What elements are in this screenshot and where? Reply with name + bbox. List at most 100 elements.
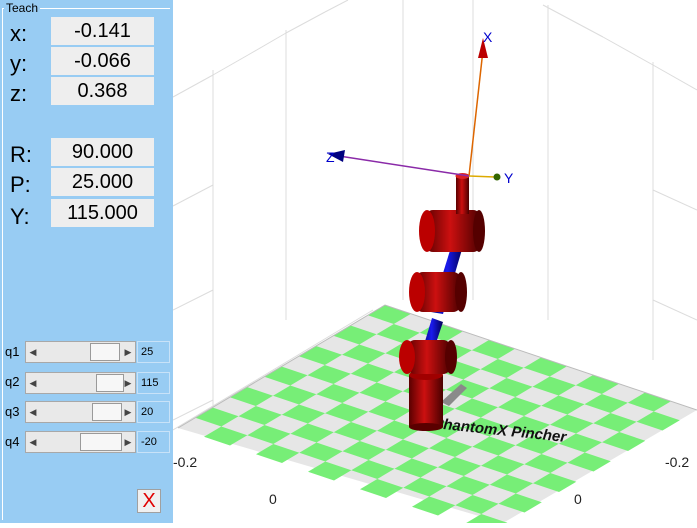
q2-value[interactable]: 115 [137,372,170,394]
floor-tile [281,404,325,424]
floor-tile [376,324,420,343]
q3-slider-thumb[interactable] [92,403,122,421]
x-label: x: [10,21,28,46]
robot-arm[interactable] [399,173,485,431]
close-button[interactable]: X [137,489,161,513]
y-label: y: [10,51,28,76]
floor-tile [602,432,646,451]
z-value: 0.368 [51,77,154,105]
floor-tile [523,357,567,377]
floor-tile [403,477,447,497]
q4-value[interactable]: -20 [137,431,170,453]
slider-left-arrow-icon[interactable]: ◀ [29,378,37,388]
q2-label: q2 [5,374,20,389]
frame-label-y: Y [504,170,514,186]
tick-left-b: 0 [269,491,277,507]
floor-tile [333,422,377,441]
q1-value[interactable]: 25 [137,341,170,363]
floor-tile [446,476,490,495]
x-arrow-icon [478,38,488,58]
q1-slider[interactable]: ◀ ▶ [25,341,136,363]
floor-tile [290,423,334,443]
floor-tile [480,359,524,378]
roll-value: 90.000 [51,138,154,166]
floor-tile [229,387,273,406]
q1-slider-thumb[interactable] [90,343,120,361]
q4-label: q4 [5,434,20,449]
floor-tile [368,401,412,421]
base-link [409,375,443,427]
teach-group-frame [2,8,170,520]
floor-tile [636,411,680,431]
teach-panel: Teach x: -0.141 y: -0.066 z: 0.368 R: 90… [0,0,173,523]
slider-right-arrow-icon[interactable]: ▶ [124,437,132,447]
y-value: -0.066 [51,47,154,75]
floor-tile [627,392,671,412]
joint-2 [409,272,467,312]
floor-tile [264,366,308,386]
floor-tile [367,305,411,324]
joint-1 [399,340,457,374]
floor-tile [498,397,542,416]
floor-tile [481,455,525,475]
x-value: -0.141 [51,17,154,45]
floor-tile [385,439,429,459]
slider-right-arrow-icon[interactable]: ▶ [124,378,132,388]
z-arrow-icon [328,150,345,162]
floor-tile [558,433,602,453]
floor-tile [437,457,481,476]
floor-tile [455,495,499,514]
yaw-label: Y: [10,204,30,229]
floor-tile [308,461,352,481]
floor-tile [498,493,542,513]
floor-tile [532,376,576,396]
floor-tile [575,375,619,394]
floor-tile [472,436,516,456]
floor-tile [524,454,568,473]
q2-slider[interactable]: ◀ ▶ [25,372,136,394]
floor-tile [471,340,515,359]
y-arrow-icon [493,173,501,181]
floor-tile [350,363,394,383]
floor-tile [238,406,282,425]
floor-tile [204,426,248,446]
q1-label: q1 [5,344,20,359]
floor-tile [273,385,317,405]
q4-slider-thumb[interactable] [80,433,122,451]
yaw-value: 115.000 [51,199,154,227]
axes-grid [172,0,697,431]
floor-tile [515,435,559,454]
pitch-label: P: [10,172,31,197]
joint-3 [419,210,485,252]
floor-tile [412,496,456,516]
end-effector [455,173,470,214]
floor-tile [463,417,507,437]
floor-tile [359,382,403,402]
floor-tile [454,398,498,418]
floor-tile [567,452,611,472]
floor-tile [533,473,577,492]
q3-slider[interactable]: ◀ ▶ [25,401,136,423]
floor-tile [298,346,342,365]
tick-right-b: 0 [574,491,582,507]
q3-value[interactable]: 20 [137,401,170,423]
slider-left-arrow-icon[interactable]: ◀ [29,407,37,417]
q3-label: q3 [5,404,20,419]
floor-tile [593,413,637,432]
q2-slider-thumb[interactable] [96,374,124,392]
floor-tile [325,403,369,422]
floor-tile [429,438,473,457]
floor-tile [394,458,438,478]
floor-tile [342,344,386,364]
frame-label-z: Z [326,149,335,165]
slider-right-arrow-icon[interactable]: ▶ [124,407,132,417]
slider-left-arrow-icon[interactable]: ◀ [29,437,37,447]
slider-right-arrow-icon[interactable]: ▶ [124,347,132,357]
floor-tile [489,474,533,494]
robot-3d-canvas[interactable]: -0.2 0 -0.2 0 PhantomX Pincher [172,0,697,528]
floor-tile [446,379,490,399]
robot-3d-view[interactable]: -0.2 0 -0.2 0 PhantomX Pincher [172,0,697,528]
q4-slider[interactable]: ◀ ▶ [25,431,136,453]
floor-tile [307,365,351,384]
slider-left-arrow-icon[interactable]: ◀ [29,347,37,357]
